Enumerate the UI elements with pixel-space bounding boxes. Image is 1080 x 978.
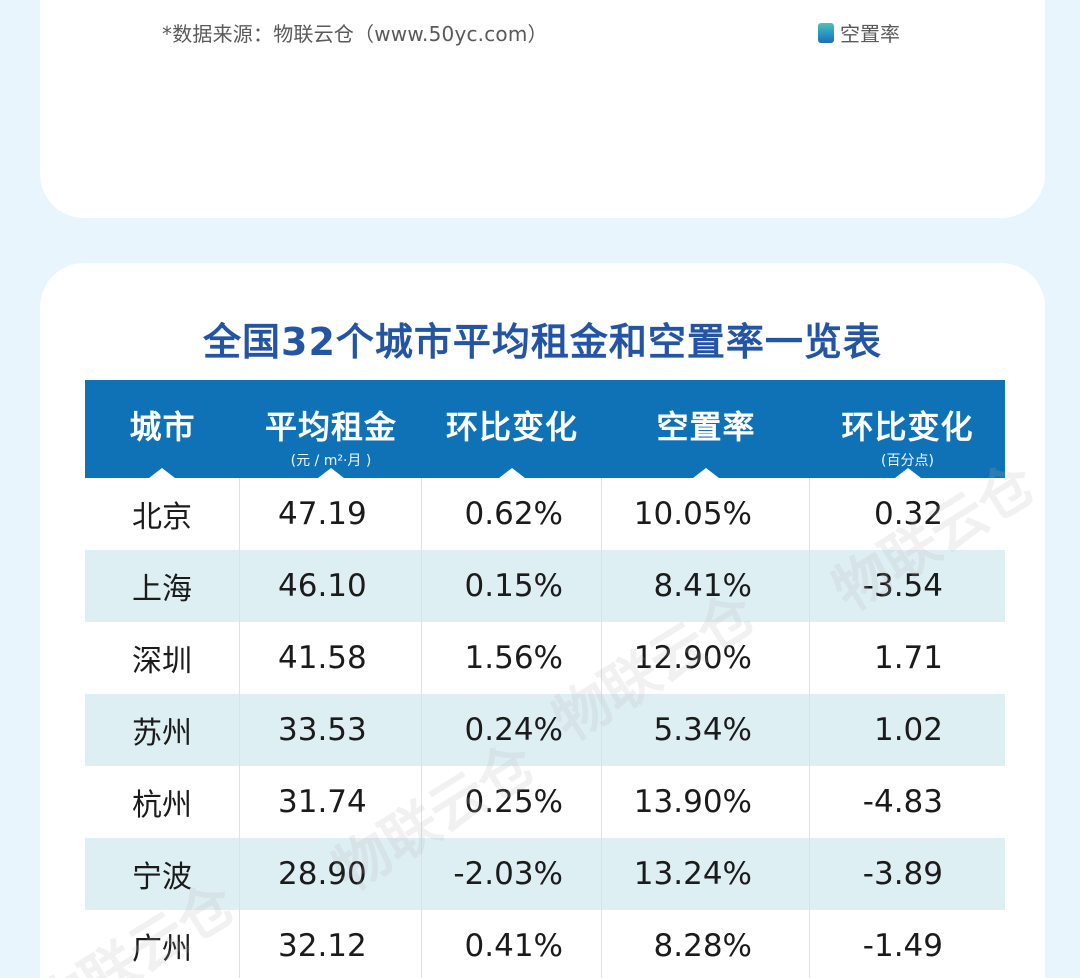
table-title: 全国32个城市平均租金和空置率一览表: [203, 320, 882, 364]
header-vacancy-change: 环比变化 (百分点): [810, 380, 1005, 478]
table-row: 苏州 33.53 0.24% 5.34% 1.02: [85, 694, 1005, 766]
table-row: 广州 32.12 0.41% 8.28% -1.49: [85, 910, 1005, 978]
legend-swatch-icon: [818, 22, 834, 43]
cell-rent: 33.53: [240, 694, 422, 766]
cell-rent-change: 1.56%: [422, 622, 602, 694]
cell-rent-change: 0.24%: [422, 694, 602, 766]
header-avg-rent: 平均租金 (元 / m²·月 ): [240, 380, 422, 478]
cell-vacancy: 13.90%: [602, 766, 810, 838]
cell-vacancy: 8.28%: [602, 910, 810, 978]
table-row: 上海 46.10 0.15% 8.41% -3.54: [85, 550, 1005, 622]
header-notch-icon: [499, 468, 525, 478]
table-row: 北京 47.19 0.62% 10.05% 0.32: [85, 478, 1005, 550]
cell-vacancy-change: -4.83: [862, 784, 943, 820]
cell-rent: 46.10: [240, 550, 422, 622]
table-row: 杭州 31.74 0.25% 13.90% -4.83: [85, 766, 1005, 838]
cell-rent: 32.12: [240, 910, 422, 978]
header-notch-icon: [318, 468, 344, 478]
header-rent-change: 环比变化: [422, 380, 602, 478]
legend-label-vacancy: 空置率: [840, 22, 900, 46]
header-notch-icon: [895, 468, 921, 478]
cell-rent-change: 0.15%: [422, 550, 602, 622]
header-notch-icon: [693, 468, 719, 478]
cell-city: 北京: [85, 478, 240, 550]
cell-vacancy-change: -1.49: [862, 928, 943, 964]
cell-rent-change: -2.03%: [422, 838, 602, 910]
header-avg-rent-unit: (元 / m²·月 ): [290, 453, 372, 469]
cell-vacancy-change: -3.54: [862, 568, 943, 604]
header-vacancy: 空置率: [602, 380, 810, 478]
cell-rent: 28.90: [240, 838, 422, 910]
table-card: 全国32个城市平均租金和空置率一览表 城市 平均租金 (元 / m²·月 ) 环…: [40, 263, 1045, 978]
cell-vacancy-change: 1.02: [873, 712, 943, 748]
table-row: 宁波 28.90 -2.03% 13.24% -3.89: [85, 838, 1005, 910]
cell-rent: 31.74: [240, 766, 422, 838]
header-notch-icon: [149, 468, 175, 478]
cell-vacancy: 5.34%: [602, 694, 810, 766]
cell-city: 深圳: [85, 622, 240, 694]
cell-vacancy: 12.90%: [602, 622, 810, 694]
cell-vacancy: 10.05%: [602, 478, 810, 550]
cell-city: 宁波: [85, 838, 240, 910]
cell-city: 上海: [85, 550, 240, 622]
cell-rent: 41.58: [240, 622, 422, 694]
table-header: 城市 平均租金 (元 / m²·月 ) 环比变化 空置率 环比变化 (百分点): [85, 380, 1005, 478]
cell-city: 苏州: [85, 694, 240, 766]
table-row: 深圳 41.58 1.56% 12.90% 1.71: [85, 622, 1005, 694]
chart-card: *数据来源：物联云仓（www.50yc.com） 空置率: [40, 0, 1045, 218]
cell-rent-change: 0.41%: [422, 910, 602, 978]
header-city: 城市: [85, 380, 240, 478]
cell-rent-change: 0.25%: [422, 766, 602, 838]
cell-rent-change: 0.62%: [422, 478, 602, 550]
data-source-note: *数据来源：物联云仓（www.50yc.com）: [162, 22, 548, 46]
cell-vacancy: 13.24%: [602, 838, 810, 910]
cell-vacancy-change: -3.89: [862, 856, 943, 892]
table-body: 北京 47.19 0.62% 10.05% 0.32 上海 46.10 0.15…: [85, 478, 1005, 978]
cell-vacancy-change: 1.71: [873, 640, 943, 676]
cell-vacancy: 8.41%: [602, 550, 810, 622]
header-vacancy-change-unit: (百分点): [881, 453, 934, 469]
cell-vacancy-change: 0.32: [873, 496, 943, 532]
cell-city: 广州: [85, 910, 240, 978]
cell-city: 杭州: [85, 766, 240, 838]
chart-legend: 空置率: [818, 18, 900, 47]
cell-rent: 47.19: [240, 478, 422, 550]
